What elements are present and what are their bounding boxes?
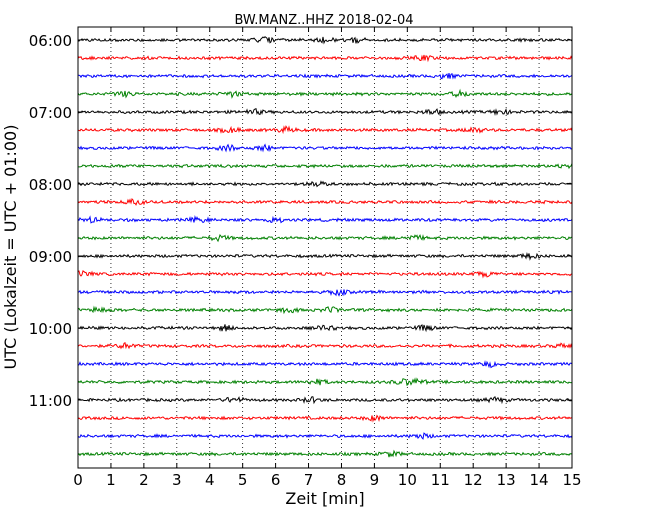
seismic-trace [77,396,573,405]
seismic-trace [77,36,573,45]
x-tick-label: 15 [562,471,581,489]
x-tick-label: 6 [271,471,281,489]
chart-title: BW.MANZ..HHZ 2018-02-04 [234,13,413,28]
seismic-trace [77,305,573,315]
x-tick-label: 0 [73,471,83,489]
seismic-trace [77,414,573,423]
y-tick-label: 11:00 [29,392,72,410]
x-tick-label: 8 [337,471,347,489]
seismic-trace [77,73,573,80]
seismic-trace [77,125,573,135]
x-tick-label: 2 [139,471,149,489]
seismic-trace [77,449,573,458]
y-tick-label: 07:00 [29,104,72,122]
x-tick-label: 9 [370,471,380,489]
seismic-trace [77,342,573,350]
x-axis-ticks: 0 1 2 3 4 5 6 7 8 9 10 11 12 13 14 15 [73,27,582,489]
seismic-trace [77,143,573,153]
y-tick-label: 10:00 [29,320,72,338]
y-tick-label: 06:00 [29,32,72,50]
x-tick-label: 4 [205,471,215,489]
seismic-trace [77,360,573,369]
seismic-trace [77,288,573,297]
seismic-trace [77,251,573,261]
seismic-trace [77,324,573,333]
seismic-trace [77,270,573,279]
x-tick-label: 1 [106,471,116,489]
x-tick-label: 7 [304,471,314,489]
x-axis-label: Zeit [min] [285,489,364,508]
seismic-trace [77,54,573,63]
y-axis-label: UTC (Lokalzeit = UTC + 01:00) [1,125,20,370]
x-tick-label: 11 [431,471,450,489]
seismic-traces [77,36,573,458]
x-tick-label: 13 [497,471,516,489]
seismic-trace [77,234,573,243]
y-tick-label: 08:00 [29,176,72,194]
x-tick-label: 10 [398,471,417,489]
x-tick-label: 3 [172,471,182,489]
grid-lines [110,27,540,468]
x-tick-label: 14 [530,471,549,489]
seismic-trace [77,107,573,117]
seismic-trace [77,163,573,170]
seismic-trace [77,197,573,206]
seismic-trace [77,377,573,387]
seismic-trace [77,432,573,440]
y-tick-label: 09:00 [29,248,72,266]
seismic-trace [77,215,573,224]
seismic-trace [77,88,573,99]
seismic-trace [77,180,573,188]
x-tick-label: 5 [238,471,248,489]
x-tick-label: 12 [464,471,483,489]
y-axis-ticks: 06:00 07:00 08:00 09:00 10:00 11:00 [29,32,572,410]
plot-frame [77,26,573,469]
